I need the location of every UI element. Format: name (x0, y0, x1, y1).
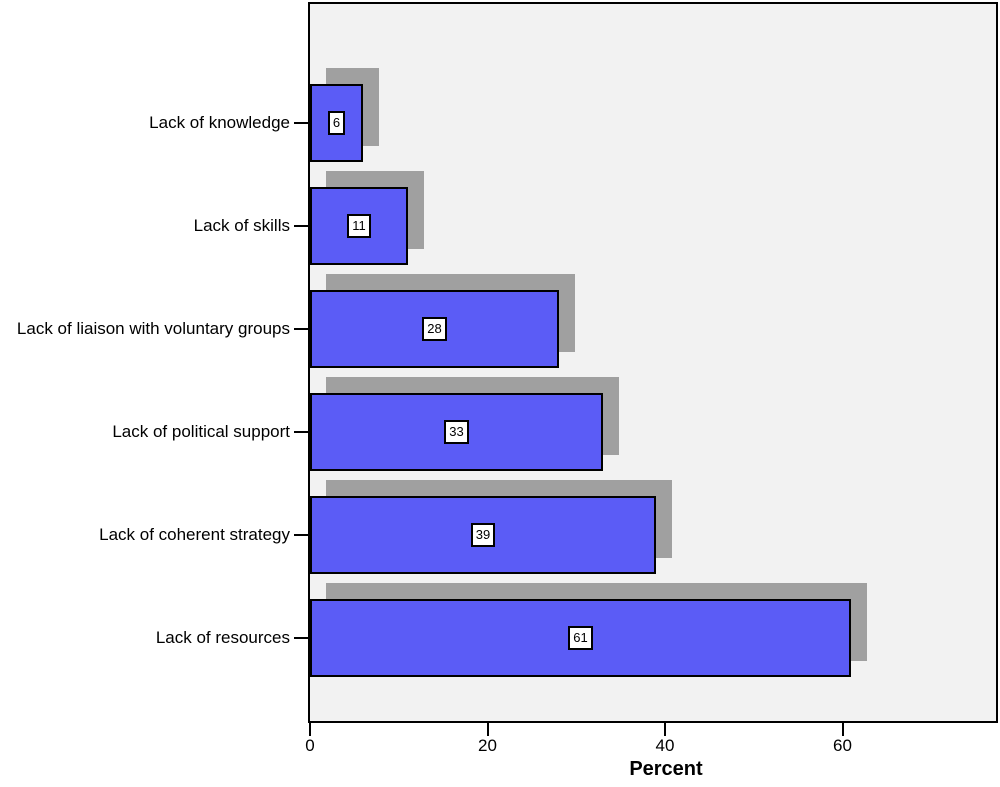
bar: 39 (310, 496, 656, 574)
y-axis-tick (294, 431, 308, 433)
category-label: Lack of political support (112, 422, 290, 441)
x-axis-tick (486, 723, 489, 736)
y-axis-tick (294, 122, 308, 124)
bar: 61 (310, 599, 851, 677)
x-axis-tick (309, 723, 311, 736)
bar-value-label: 61 (568, 626, 593, 650)
category-label: Lack of coherent strategy (99, 525, 290, 544)
x-axis-tick-label: 0 (305, 736, 315, 755)
x-axis-tick (664, 723, 666, 736)
category-label: Lack of liaison with voluntary groups (16, 319, 290, 338)
bar-value-label: 33 (444, 420, 469, 444)
y-axis-tick (294, 637, 308, 639)
bar-value-label: 39 (470, 523, 496, 547)
bar: 11 (310, 187, 408, 265)
bar: 6 (310, 84, 363, 162)
bar: 28 (310, 290, 559, 368)
x-axis-tick-label: 40 (655, 736, 675, 755)
x-axis-tick (841, 723, 844, 736)
y-axis-tick (294, 225, 308, 227)
category-label: Lack of skills (193, 216, 290, 235)
bar: 33 (310, 393, 603, 471)
x-axis-tick-label: 20 (478, 736, 497, 755)
category-label: Lack of resources (155, 628, 290, 647)
bar-value-label: 11 (347, 214, 371, 238)
category-label: Lack of knowledge (149, 113, 290, 132)
bar-value-label: 6 (327, 111, 346, 135)
y-axis-tick (294, 328, 308, 330)
plot-area: 6 11 28 33 39 61 (308, 2, 998, 723)
x-axis-tick-label: 60 (833, 736, 852, 755)
bar-value-label: 28 (422, 317, 447, 341)
x-axis-title: Percent (629, 758, 703, 780)
y-axis-tick (294, 534, 308, 536)
